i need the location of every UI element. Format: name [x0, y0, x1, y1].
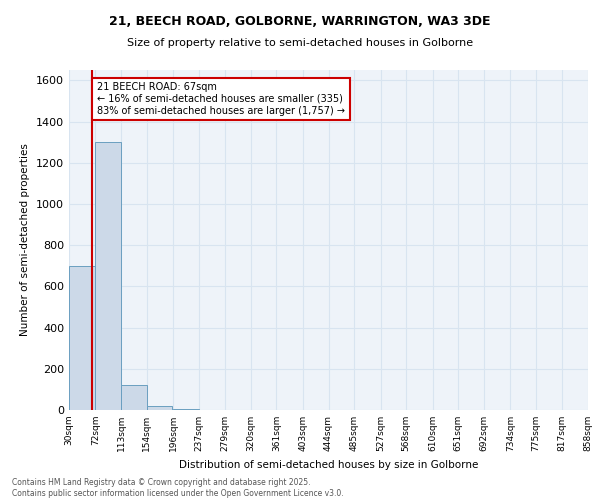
Bar — [173, 409, 199, 410]
Text: 21 BEECH ROAD: 67sqm
← 16% of semi-detached houses are smaller (335)
83% of semi: 21 BEECH ROAD: 67sqm ← 16% of semi-detac… — [97, 82, 345, 116]
Text: 21, BEECH ROAD, GOLBORNE, WARRINGTON, WA3 3DE: 21, BEECH ROAD, GOLBORNE, WARRINGTON, WA… — [109, 15, 491, 28]
Text: Contains HM Land Registry data © Crown copyright and database right 2025.
Contai: Contains HM Land Registry data © Crown c… — [12, 478, 344, 498]
Y-axis label: Number of semi-detached properties: Number of semi-detached properties — [20, 144, 31, 336]
Bar — [147, 406, 172, 410]
Bar — [121, 386, 147, 410]
Bar — [95, 142, 121, 410]
Text: Size of property relative to semi-detached houses in Golborne: Size of property relative to semi-detach… — [127, 38, 473, 48]
Bar — [69, 266, 95, 410]
X-axis label: Distribution of semi-detached houses by size in Golborne: Distribution of semi-detached houses by … — [179, 460, 478, 469]
